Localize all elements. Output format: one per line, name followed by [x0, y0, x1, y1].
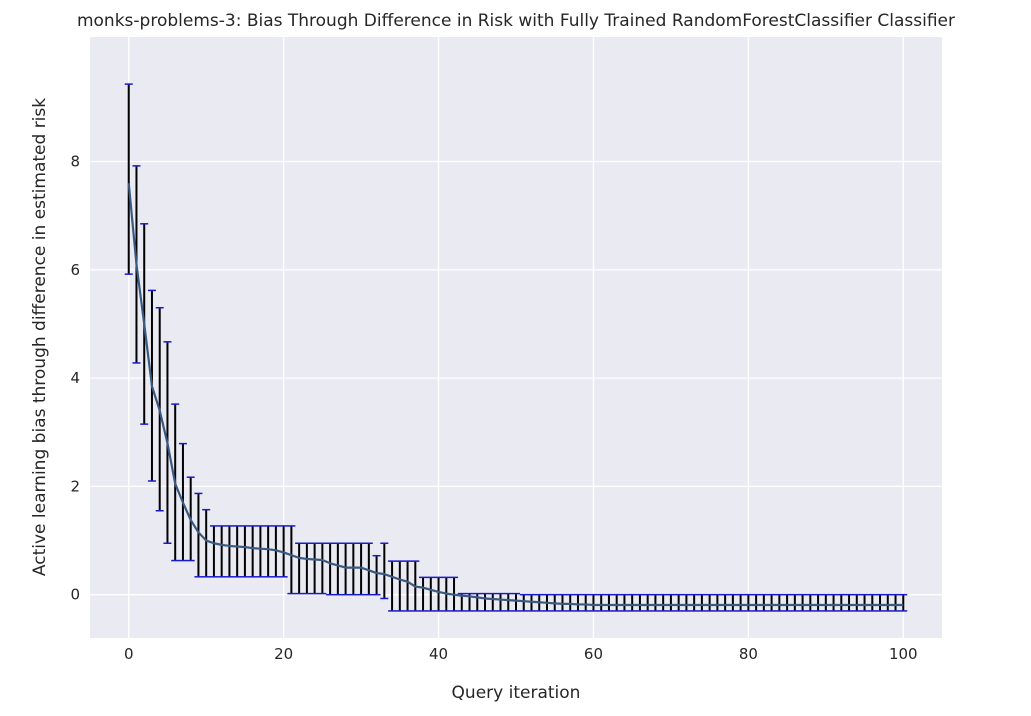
y-tick-label: 2	[70, 477, 80, 495]
x-tick-label: 20	[274, 645, 293, 663]
x-tick-label: 0	[124, 645, 134, 663]
y-tick-label: 4	[70, 369, 80, 387]
y-tick-label: 6	[70, 261, 80, 279]
x-tick-label: 60	[584, 645, 603, 663]
y-tick-label: 8	[70, 153, 80, 171]
x-tick-label: 100	[889, 645, 918, 663]
x-tick-label: 40	[429, 645, 448, 663]
x-tick-label: 80	[739, 645, 758, 663]
y-axis-label: Active learning bias through difference …	[30, 98, 50, 576]
plot-area-background	[90, 37, 942, 638]
x-axis-label: Query iteration	[452, 683, 581, 703]
y-tick-label: 0	[70, 586, 80, 604]
chart-title: monks-problems-3: Bias Through Differenc…	[77, 11, 955, 31]
